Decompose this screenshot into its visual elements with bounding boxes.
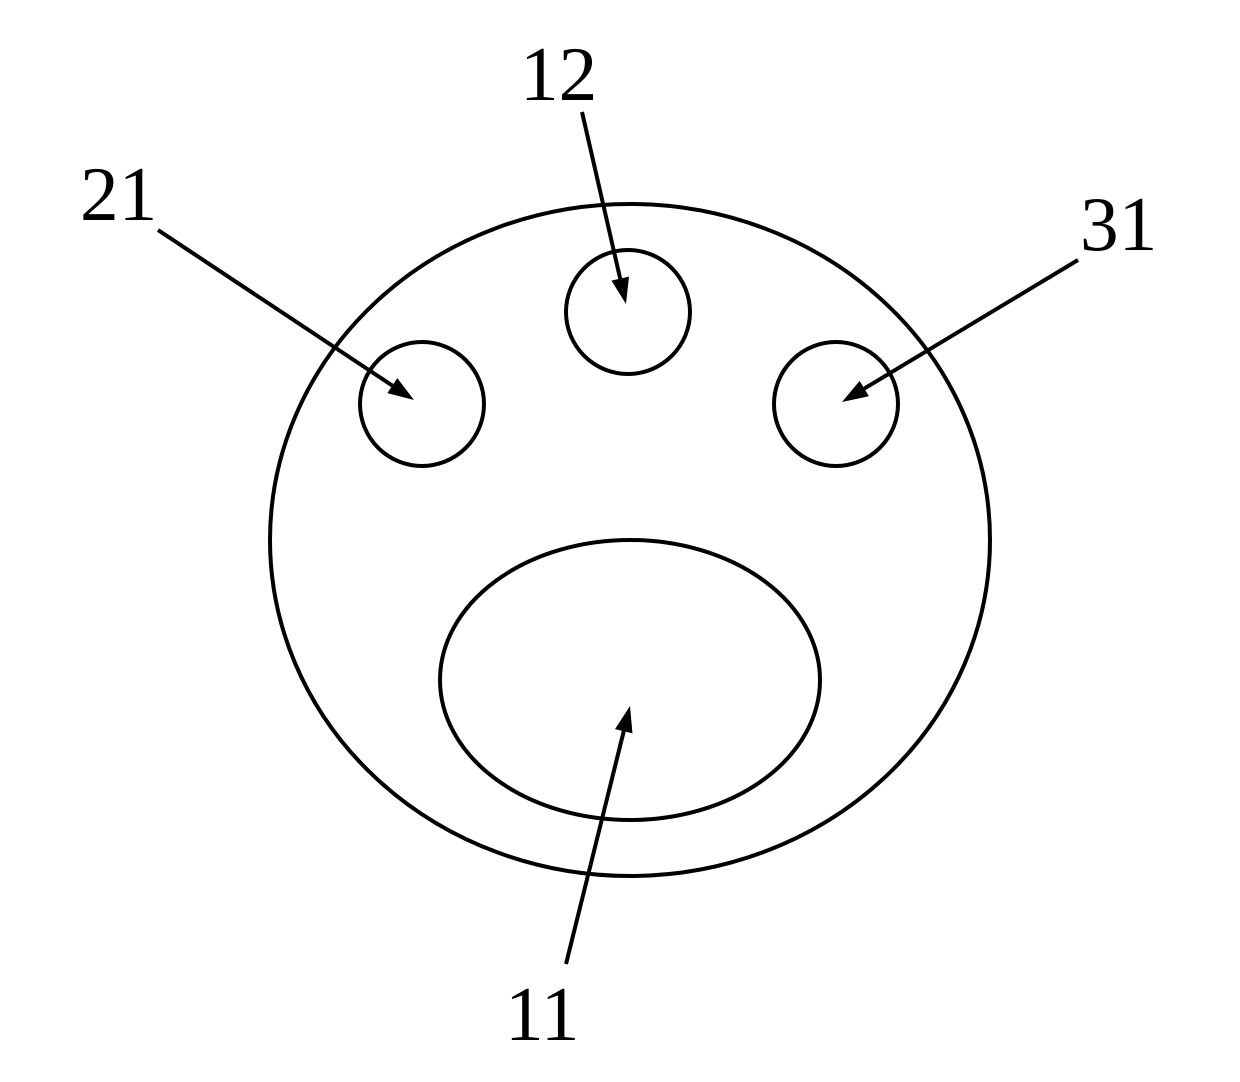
leader-12: [582, 112, 620, 279]
arrowhead-11: [615, 706, 632, 733]
callout-label-11: 11: [505, 970, 579, 1059]
arrowhead-12: [611, 277, 629, 304]
hole-12: [566, 250, 690, 374]
arrowhead-21: [387, 378, 414, 400]
callout-label-31: 31: [1080, 180, 1157, 269]
mouth-ellipse: [440, 540, 820, 820]
leader-31: [864, 260, 1078, 389]
callout-label-12: 12: [520, 30, 597, 119]
diagram-stage: 12 21 31 11: [0, 0, 1240, 1082]
diagram-svg: [0, 0, 1240, 1082]
leader-21: [158, 230, 392, 386]
arrowhead-31: [842, 381, 869, 402]
hole-21: [360, 342, 484, 466]
hole-31: [774, 342, 898, 466]
leader-11: [566, 731, 624, 964]
callout-label-21: 21: [80, 150, 157, 239]
